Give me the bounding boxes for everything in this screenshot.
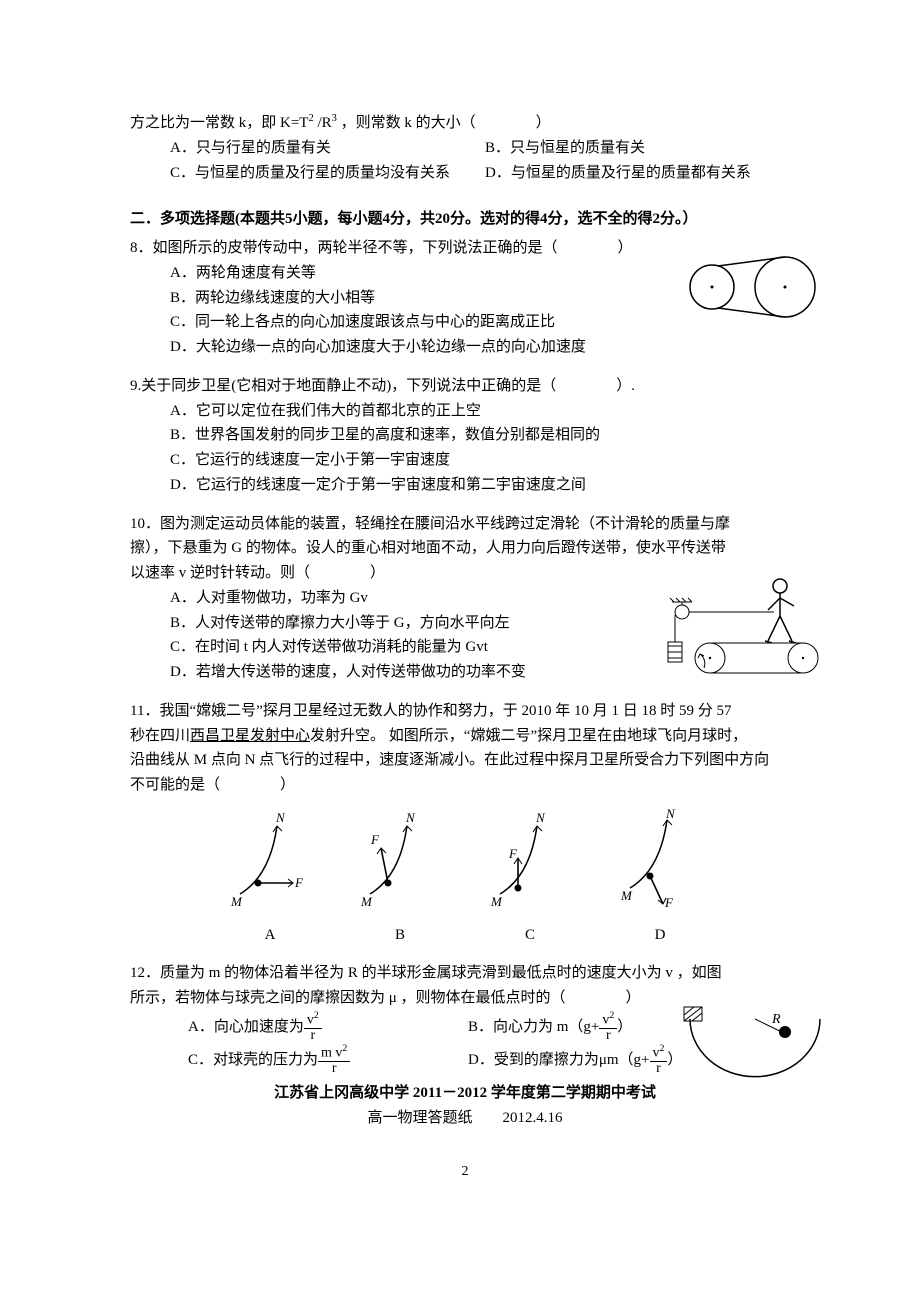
q9-D: D．它运行的线速度一定介于第一宇宙速度和第二宇宙速度之间 [130,473,800,498]
q10-l2: 擦），下悬重为 G 的物体。设人的重心相对地面不动，人用力向后蹬传送带，使水平传… [130,536,800,561]
svg-text:M: M [490,894,503,908]
q11-labB: B [345,923,455,948]
q9-B: B．世界各国发射的同步卫星的高度和速率，数值分别都是相同的 [130,423,800,448]
q12-Asup: 2 [314,1010,319,1021]
q12-l1: 12．质量为 m 的物体沿着半径为 R 的半球形金属球壳滑到最低点时的速度大小为… [130,961,800,986]
q11-dC: N F M C [475,808,585,948]
svg-text:M: M [620,888,633,903]
q9-stem: 9.关于同步卫星(它相对于地面静止不动)，下列说法中正确的是（ ）. [130,374,800,399]
q11-dA: N F M A [215,808,325,948]
q7-stem: 方之比为一常数 k，即 K=T2 /R3 ，则常数 k 的大小（ ） [130,110,800,136]
svg-text:N: N [275,810,286,825]
q9-block: 9.关于同步卫星(它相对于地面静止不动)，下列说法中正确的是（ ）. A．它可以… [130,374,800,498]
svg-text:F: F [664,895,674,908]
q12-D: D．受到的摩擦力为μm（g+ v2r ） [468,1044,682,1077]
q8-figure [680,252,830,331]
q12-block: 12．质量为 m 的物体沿着半径为 R 的半球形金属球壳滑到最低点时的速度大小为… [130,961,800,1077]
q12-Bsup: 2 [609,1010,614,1021]
q7-optA: A．只与行星的质量有关 [170,136,485,161]
q7-row1: A．只与行星的质量有关 B．只与恒星的质量有关 [130,136,800,161]
svg-text:N: N [665,808,676,821]
q12-Rlabel: R [771,1012,781,1027]
q7-intro: 方之比为一常数 k，即 K=T [130,115,308,131]
svg-text:M: M [230,894,243,908]
q11-l4: 不可能的是（ ） [130,773,800,798]
q11-l2u: 西昌卫星发射中心 [190,728,310,744]
q12-Dpre: D．受到的摩擦力为μm（g+ [468,1048,650,1073]
q12-Aden: r [304,1029,322,1044]
q11-l2a: 秒在四川 [130,728,190,744]
q12-figure: R [680,1001,830,1090]
q7-optD: D．与恒星的质量及行星的质量都有关系 [485,161,800,186]
q7-row2: C．与恒星的质量及行星的质量均没有关系 D．与恒星的质量及行星的质量都有关系 [130,161,800,186]
q11-labA: A [215,923,325,948]
q12-A: A．向心加速度为 v2 r [188,1011,468,1044]
q12-Dsup: 2 [660,1043,665,1054]
q7-tail: ，则常数 k 的大小（ ） [337,115,551,131]
q12-Cden: r [318,1062,350,1077]
q12-C: C．对球壳的压力为 m v2 r [188,1044,468,1077]
q10-figure [660,566,830,695]
q12-Cfrac: m v2 r [318,1044,350,1077]
q12-Cnum: m v [321,1045,342,1060]
q12-Apre: A．向心加速度为 [188,1015,304,1040]
svg-text:F: F [508,846,518,861]
q11-dD: N F M D [605,808,715,948]
svg-text:M: M [360,894,373,908]
section2-header: 二．多项选择题(本题共5小题，每小题4分，共20分。选对的得4分，选不全的得2分… [130,207,800,232]
q12-Dnum: v [653,1045,660,1060]
q12-Cpre: C．对球壳的压力为 [188,1048,318,1073]
q7-optC: C．与恒星的质量及行星的质量均没有关系 [170,161,485,186]
q9-C: C．它运行的线速度一定小于第一宇宙速度 [130,448,800,473]
q12-Bsuf: ） [617,1015,632,1040]
footer-l2: 高一物理答题纸 2012.4.16 [130,1106,800,1131]
q12-Anum: v [307,1012,314,1027]
q11-diagrams: N F M A N F M [130,808,800,948]
q7-optB: B．只与恒星的质量有关 [485,136,800,161]
q11-l1: 11．我国“嫦娥二号”探月卫星经过无数人的协作和努力，于 2010 年 10 月… [130,699,800,724]
q9-A: A．它可以定位在我们伟大的首都北京的正上空 [130,399,800,424]
page-number: 2 [130,1160,800,1183]
svg-text:N: N [535,810,546,825]
q8-D: D．大轮边缘一点的向心加速度大于小轮边缘一点的向心加速度 [130,335,800,360]
q8-block: 8．如图所示的皮带传动中，两轮半径不等，下列说法正确的是（ ） A．两轮角速度有… [130,236,800,360]
q11-l2b: 发射升空。 如图所示，“嫦娥二号”探月卫星在由地球飞向月球时， [310,728,747,744]
q11-dB: N F M B [345,808,455,948]
q12-Dfrac: v2 r [650,1044,668,1077]
page: 方之比为一常数 k，即 K=T2 /R3 ，则常数 k 的大小（ ） A．只与行… [0,0,920,1243]
q12-Dden: r [650,1062,668,1077]
q12-Bden: r [599,1029,617,1044]
q7-mid: /R [314,115,332,131]
q11-l3: 沿曲线从 M 点向 N 点飞行的过程中，速度逐渐减小。在此过程中探月卫星所受合力… [130,748,800,773]
svg-text:N: N [405,810,416,825]
q12-Csup: 2 [342,1043,347,1054]
q11-labD: D [605,923,715,948]
q12-Bpre: B．向心力为 m（g+ [468,1015,599,1040]
q11-l2: 秒在四川西昌卫星发射中心发射升空。 如图所示，“嫦娥二号”探月卫星在由地球飞向月… [130,724,800,749]
q10-block: 10．图为测定运动员体能的装置，轻绳拴在腰间沿水平线跨过定滑轮（不计滑轮的质量与… [130,512,800,685]
q11-labC: C [475,923,585,948]
q12-Afrac: v2 r [304,1011,322,1044]
q10-l1: 10．图为测定运动员体能的装置，轻绳拴在腰间沿水平线跨过定滑轮（不计滑轮的质量与… [130,512,800,537]
q11-block: 11．我国“嫦娥二号”探月卫星经过无数人的协作和努力，于 2010 年 10 月… [130,699,800,948]
q12-Bfrac: v2r [599,1011,617,1044]
svg-text:F: F [294,875,304,890]
q12-B: B．向心力为 m（g+ v2r ） [468,1011,632,1044]
svg-text:F: F [370,832,380,847]
